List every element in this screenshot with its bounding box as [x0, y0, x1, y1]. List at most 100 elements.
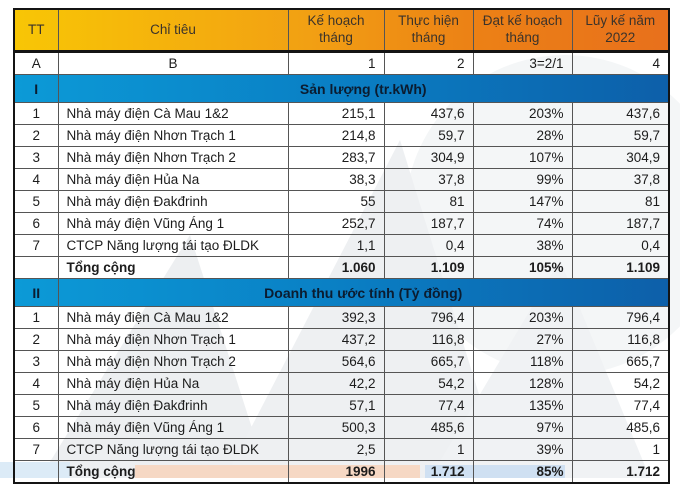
- plant-name: Nhà máy điện Vũng Áng 1: [57, 212, 289, 235]
- ytd-total: 1.109: [571, 256, 670, 279]
- row-index: 6: [13, 212, 59, 235]
- col-header-tt: TT: [13, 8, 59, 53]
- actual-value: 116,8: [383, 328, 474, 351]
- plan-value: 57,1: [287, 394, 385, 417]
- code-cell: A: [13, 51, 59, 75]
- section-id: I: [13, 74, 59, 103]
- row-index: 5: [13, 190, 59, 213]
- total-label: Tổng cộng: [57, 256, 289, 279]
- table-header-row: TT Chỉ tiêu Kế hoạch tháng Thực hiện thá…: [13, 8, 670, 53]
- section-title: Doanh thu ước tính (Tỷ đồng): [57, 278, 670, 307]
- section-header-san-luong: I Sản lượng (tr.kWh): [13, 74, 670, 103]
- ytd-value: 59,7: [571, 124, 670, 147]
- table-row: 2 Nhà máy điện Nhơn Trạch 1 214,8 59,7 2…: [13, 124, 670, 147]
- actual-value: 77,4: [383, 394, 474, 417]
- actual-value: 81: [383, 190, 474, 213]
- percent-value: 99%: [472, 168, 573, 191]
- table-row: 4 Nhà máy điện Hủa Na 42,2 54,2 128% 54,…: [13, 372, 670, 395]
- percent-value: 107%: [472, 146, 573, 169]
- code-cell: 4: [571, 51, 670, 75]
- plan-total: 1996: [287, 460, 385, 484]
- col-header-chi-tieu: Chỉ tiêu: [57, 8, 289, 53]
- plan-value: 564,6: [287, 350, 385, 373]
- plant-name: Nhà máy điện Nhơn Trạch 1: [57, 124, 289, 147]
- percent-total: 105%: [472, 256, 573, 279]
- row-index: 2: [13, 124, 59, 147]
- plant-name: CTCP Năng lượng tái tạo ĐLDK: [57, 438, 289, 461]
- plant-name: Nhà máy điện Cà Mau 1&2: [57, 306, 289, 329]
- percent-value: 118%: [472, 350, 573, 373]
- table-row: 7 CTCP Năng lượng tái tạo ĐLDK 2,5 1 39%…: [13, 438, 670, 461]
- plan-value: 214,8: [287, 124, 385, 147]
- percent-value: 203%: [472, 306, 573, 329]
- plant-name: Nhà máy điện Hủa Na: [57, 372, 289, 395]
- plant-name: Nhà máy điện Đakđrinh: [57, 190, 289, 213]
- monthly-performance-table: TT Chỉ tiêu Kế hoạch tháng Thực hiện thá…: [13, 8, 670, 484]
- actual-value: 37,8: [383, 168, 474, 191]
- row-index: 6: [13, 416, 59, 439]
- percent-value: 135%: [472, 394, 573, 417]
- plan-value: 252,7: [287, 212, 385, 235]
- percent-value: 147%: [472, 190, 573, 213]
- actual-value: 437,6: [383, 102, 474, 125]
- table-row: 7 CTCP Năng lượng tái tạo ĐLDK 1,1 0,4 3…: [13, 234, 670, 257]
- total-label: Tổng cộng: [57, 460, 289, 484]
- code-cell: 3=2/1: [472, 51, 573, 75]
- row-index: 7: [13, 234, 59, 257]
- row-index: 7: [13, 438, 59, 461]
- ytd-value: 37,8: [571, 168, 670, 191]
- table-row: 5 Nhà máy điện Đakđrinh 55 81 147% 81: [13, 190, 670, 213]
- actual-value: 485,6: [383, 416, 474, 439]
- table-row: 3 Nhà máy điện Nhơn Trạch 2 564,6 665,7 …: [13, 350, 670, 373]
- percent-value: 38%: [472, 234, 573, 257]
- col-header-ke-hoach-thang: Kế hoạch tháng: [287, 8, 385, 53]
- ytd-value: 81: [571, 190, 670, 213]
- ytd-value: 304,9: [571, 146, 670, 169]
- plan-value: 42,2: [287, 372, 385, 395]
- section-title: Sản lượng (tr.kWh): [57, 74, 670, 103]
- section-id: II: [13, 278, 59, 307]
- row-index: 4: [13, 372, 59, 395]
- row-index: 5: [13, 394, 59, 417]
- code-cell: B: [57, 51, 289, 75]
- table-row: 6 Nhà máy điện Vũng Áng 1 500,3 485,6 97…: [13, 416, 670, 439]
- actual-value: 796,4: [383, 306, 474, 329]
- plan-value: 500,3: [287, 416, 385, 439]
- row-index: 3: [13, 146, 59, 169]
- plan-value: 283,7: [287, 146, 385, 169]
- plan-value: 392,3: [287, 306, 385, 329]
- percent-value: 28%: [472, 124, 573, 147]
- percent-value: 27%: [472, 328, 573, 351]
- ytd-value: 437,6: [571, 102, 670, 125]
- ytd-value: 796,4: [571, 306, 670, 329]
- ytd-value: 77,4: [571, 394, 670, 417]
- actual-total: 1.109: [383, 256, 474, 279]
- plant-name: Nhà máy điện Hủa Na: [57, 168, 289, 191]
- actual-value: 59,7: [383, 124, 474, 147]
- percent-value: 128%: [472, 372, 573, 395]
- ytd-value: 0,4: [571, 234, 670, 257]
- plan-total: 1.060: [287, 256, 385, 279]
- plan-value: 2,5: [287, 438, 385, 461]
- row-index: 1: [13, 306, 59, 329]
- ytd-total: 1.712: [571, 460, 670, 484]
- ytd-value: 116,8: [571, 328, 670, 351]
- actual-value: 304,9: [383, 146, 474, 169]
- actual-total: 1.712: [383, 460, 474, 484]
- plant-name: Nhà máy điện Nhơn Trạch 2: [57, 350, 289, 373]
- table-row: 2 Nhà máy điện Nhơn Trạch 1 437,2 116,8 …: [13, 328, 670, 351]
- row-index: 1: [13, 102, 59, 125]
- actual-value: 0,4: [383, 234, 474, 257]
- ytd-value: 54,2: [571, 372, 670, 395]
- plant-name: CTCP Năng lượng tái tạo ĐLDK: [57, 234, 289, 257]
- ytd-value: 187,7: [571, 212, 670, 235]
- table-row: 3 Nhà máy điện Nhơn Trạch 2 283,7 304,9 …: [13, 146, 670, 169]
- plant-name: Nhà máy điện Vũng Áng 1: [57, 416, 289, 439]
- actual-value: 187,7: [383, 212, 474, 235]
- percent-value: 39%: [472, 438, 573, 461]
- plan-value: 437,2: [287, 328, 385, 351]
- plant-name: Nhà máy điện Cà Mau 1&2: [57, 102, 289, 125]
- plant-name: Nhà máy điện Đakđrinh: [57, 394, 289, 417]
- plan-value: 215,1: [287, 102, 385, 125]
